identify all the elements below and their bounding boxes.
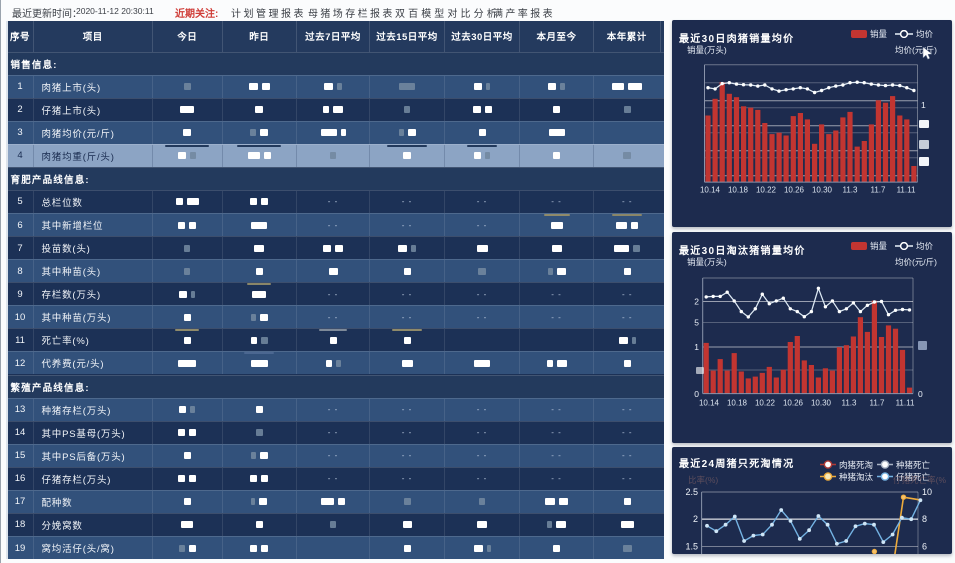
- svg-text:11.7: 11.7: [871, 186, 887, 195]
- svg-text:10.26: 10.26: [784, 186, 805, 195]
- svg-text:10.30: 10.30: [812, 186, 833, 195]
- svg-text:10.18: 10.18: [727, 399, 748, 408]
- svg-text:0: 0: [694, 389, 699, 399]
- svg-text:10.22: 10.22: [756, 186, 777, 195]
- svg-text:2.5: 2.5: [685, 487, 698, 497]
- svg-text:11.11: 11.11: [896, 399, 915, 408]
- svg-text:11.3: 11.3: [843, 186, 859, 195]
- svg-text:10.18: 10.18: [728, 186, 749, 195]
- svg-text:11.11: 11.11: [897, 186, 916, 195]
- svg-text:10.26: 10.26: [783, 399, 804, 408]
- svg-text:11.3: 11.3: [842, 399, 858, 408]
- svg-text:11.7: 11.7: [870, 399, 886, 408]
- svg-text:1: 1: [921, 100, 926, 110]
- svg-text:10.30: 10.30: [811, 399, 832, 408]
- svg-text:8: 8: [922, 514, 927, 524]
- svg-text:2: 2: [693, 514, 698, 524]
- svg-text:0: 0: [918, 389, 923, 399]
- svg-text:5: 5: [694, 318, 699, 328]
- svg-text:10.14: 10.14: [700, 186, 721, 195]
- svg-text:1.5: 1.5: [685, 542, 698, 552]
- svg-text:6: 6: [922, 542, 927, 552]
- svg-text:1: 1: [694, 342, 699, 352]
- svg-text:10: 10: [922, 487, 932, 497]
- svg-text:2: 2: [694, 297, 699, 307]
- svg-text:10.14: 10.14: [699, 399, 720, 408]
- svg-text:10.22: 10.22: [755, 399, 776, 408]
